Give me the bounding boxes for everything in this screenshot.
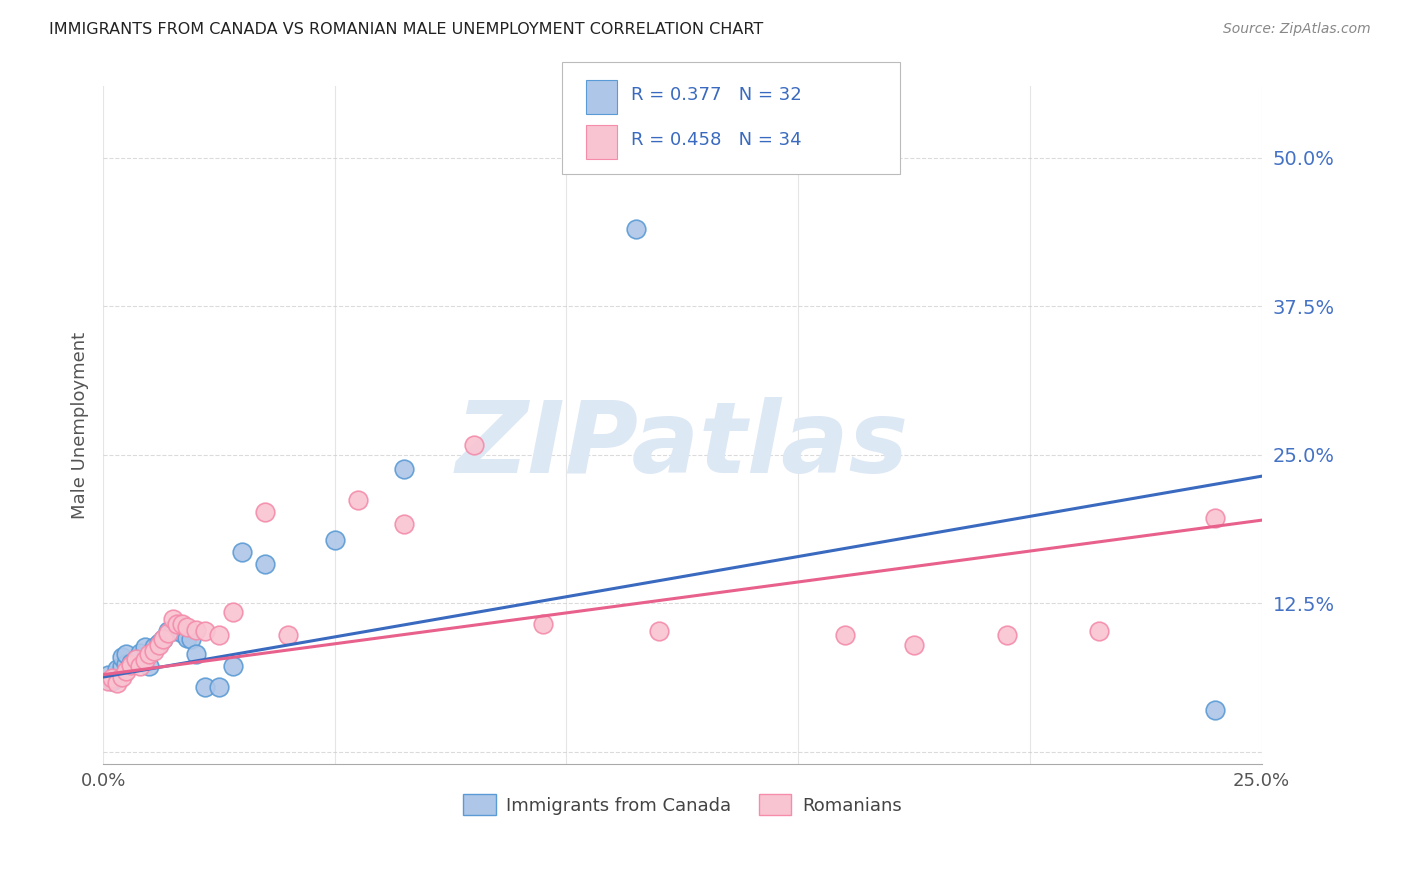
Point [162,624,184,638]
Point [995,628,1018,642]
Point [105,671,128,685]
Point [120,656,142,670]
Point [323,533,346,548]
Point [129,659,152,673]
Point [624,222,647,236]
Point [124,652,146,666]
Point [347,493,370,508]
Text: ZIPatlas: ZIPatlas [456,397,908,494]
Point [1204,703,1226,717]
Point [254,557,277,571]
Point [138,659,160,673]
Text: R = 0.458   N = 34: R = 0.458 N = 34 [631,131,801,149]
Text: Source: ZipAtlas.com: Source: ZipAtlas.com [1223,22,1371,37]
Point [254,505,277,519]
Point [648,624,671,638]
Point [394,516,416,531]
Point [176,631,198,645]
Point [166,617,188,632]
Point [129,646,152,660]
Point [148,638,170,652]
Point [111,659,134,673]
Y-axis label: Male Unemployment: Male Unemployment [72,332,89,518]
Text: IMMIGRANTS FROM CANADA VS ROMANIAN MALE UNEMPLOYMENT CORRELATION CHART: IMMIGRANTS FROM CANADA VS ROMANIAN MALE … [49,22,763,37]
Point [208,680,231,694]
Point [101,671,124,685]
Point [105,676,128,690]
Point [156,626,179,640]
Point [170,616,193,631]
Point [166,616,188,631]
Point [115,664,138,678]
Point [97,667,120,681]
Point [208,628,231,642]
Text: R = 0.377   N = 32: R = 0.377 N = 32 [631,86,801,103]
Point [156,624,179,638]
Legend: Immigrants from Canada, Romanians: Immigrants from Canada, Romanians [456,788,908,822]
Point [394,462,416,476]
Point [184,623,207,637]
Point [277,628,299,642]
Point [231,545,253,559]
Point [120,658,142,673]
Point [222,605,245,619]
Point [531,616,554,631]
Point [111,670,134,684]
Point [105,662,128,676]
Point [1204,510,1226,524]
Point [134,640,156,655]
Point [463,438,485,452]
Point [176,620,198,634]
Point [111,649,134,664]
Point [152,632,174,646]
Point [834,628,856,642]
Point [162,612,184,626]
Point [1088,624,1111,638]
Point [152,632,174,646]
Point [115,657,138,671]
Point [194,680,217,694]
Point [184,648,207,662]
Point [138,648,160,662]
Point [148,635,170,649]
Point [222,659,245,673]
Point [97,673,120,688]
Point [143,640,166,655]
Point [170,626,193,640]
Point [134,653,156,667]
Point [903,638,925,652]
Point [194,624,217,638]
Point [180,632,202,646]
Point [101,673,124,688]
Point [143,644,166,658]
Point [124,652,146,666]
Point [115,648,138,662]
